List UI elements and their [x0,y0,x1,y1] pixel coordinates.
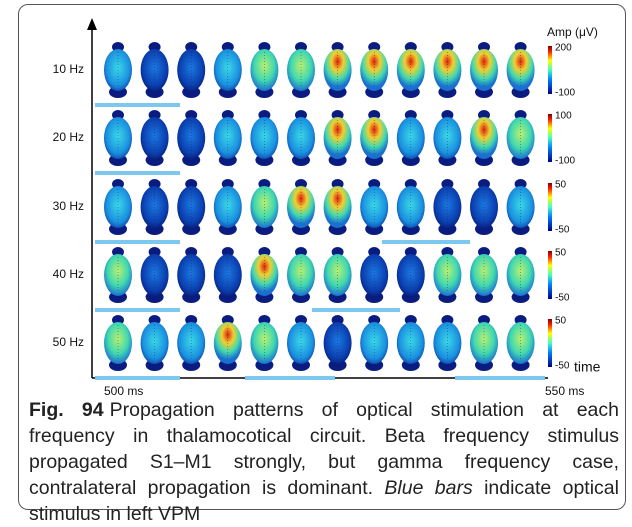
scale-min: -100 [555,156,575,167]
colorbar [548,251,552,299]
unit-label: Amp (μV) [547,25,598,39]
scale-max: 50 [555,180,567,191]
scale-max: 200 [555,43,572,54]
scale-max: 100 [555,111,572,122]
colorbar [548,319,552,367]
row-label: 50 Hz [53,335,84,349]
scale-min: -50 [555,225,570,236]
scale-max: 50 [555,316,567,327]
stimulus-bar [95,171,180,175]
caption: Fig. 94 Propagation patterns of optical s… [29,397,619,527]
colorbar [548,183,552,231]
stimulus-bar [95,240,180,244]
colorbar [548,114,552,162]
colorbar [548,46,552,94]
stimulus-bar [245,376,335,380]
scale-max: 50 [555,248,567,259]
stimulus-bar [95,376,180,380]
scale-min: -100 [555,88,575,99]
stimulus-bar [95,308,180,312]
start-label: 500 ms [104,384,143,398]
caption-label: Fig. 94 [29,399,104,421]
figure: Amp (μV) time 500 ms 550 ms 10 Hz 200 -100… [53,18,601,398]
row-label: 40 Hz [53,267,84,281]
row-label: 30 Hz [53,199,84,213]
caption-text: Propagation patterns of optical stimulat… [29,399,619,499]
stimulus-bar [95,103,180,107]
axis-arrow [87,18,97,30]
row-label: 10 Hz [53,62,84,76]
stimulus-bar [455,376,545,380]
time-label: time [574,359,601,375]
caption-emphasis: Blue bars [384,477,473,499]
stimulus-bar [382,240,470,244]
stimulus-bar [312,308,400,312]
end-label: 550 ms [545,384,584,398]
scale-min: -50 [555,293,570,304]
figure-frame [18,4,626,510]
scale-min: -50 [555,361,570,372]
row-label: 20 Hz [53,130,84,144]
